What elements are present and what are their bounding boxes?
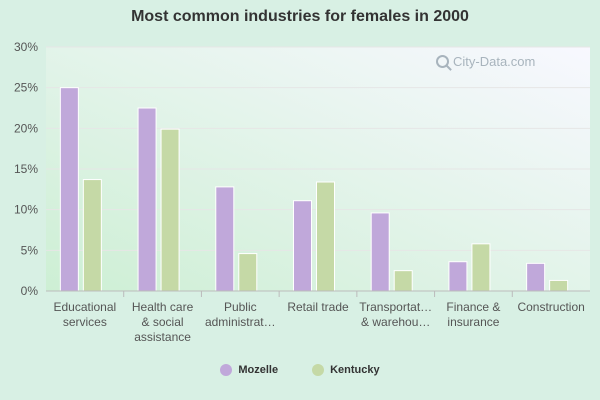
bar-kentucky-4 xyxy=(393,270,413,292)
chart-title: Most common industries for females in 20… xyxy=(131,8,469,25)
y-tick-label: 10% xyxy=(14,203,38,217)
bar-kentucky-1 xyxy=(160,128,180,292)
x-tick-label: Finance & insurance xyxy=(446,300,500,329)
x-tick-label: Educational services xyxy=(53,300,116,329)
legend-item-mozelle: Mozelle xyxy=(220,364,278,376)
bar-kentucky-3 xyxy=(316,181,335,292)
x-tick-label: Transportat… & warehou… xyxy=(359,300,432,329)
bar-mozelle-4 xyxy=(370,212,390,292)
bar-mozelle-0 xyxy=(59,87,79,292)
bar-mozelle-5 xyxy=(448,261,468,292)
y-tick-label: 30% xyxy=(14,40,38,54)
bar-mozelle-3 xyxy=(293,200,312,292)
bar-kentucky-5 xyxy=(471,243,491,292)
bar-kentucky-6 xyxy=(549,279,569,292)
bar-kentucky-0 xyxy=(82,179,102,292)
legend-dot-kentucky xyxy=(312,364,325,376)
y-tick-label: 20% xyxy=(14,121,38,135)
bar-mozelle-2 xyxy=(215,186,235,292)
watermark-text: City-Data.com xyxy=(453,54,536,69)
watermark: City-Data.com xyxy=(436,54,535,69)
legend: Mozelle Kentucky xyxy=(0,364,600,376)
y-tick-label: 15% xyxy=(14,162,38,176)
legend-dot-mozelle xyxy=(220,364,233,376)
bar-kentucky-2 xyxy=(238,253,258,292)
bar-mozelle-6 xyxy=(526,262,546,292)
y-tick-label: 25% xyxy=(14,81,38,95)
bar-mozelle-1 xyxy=(137,107,157,292)
legend-label-mozelle: Mozelle xyxy=(238,364,279,376)
y-tick-label: 5% xyxy=(21,243,39,257)
x-tick-label: Public administrat… xyxy=(205,300,276,329)
legend-item-kentucky: Kentucky xyxy=(312,364,380,376)
magnifier-icon xyxy=(436,55,449,68)
y-tick-label: 0% xyxy=(21,284,39,298)
x-tick-label: Construction xyxy=(517,300,584,314)
x-tick-label: Health care & social assistance xyxy=(132,300,194,344)
x-tick-label: Retail trade xyxy=(287,300,349,314)
legend-label-kentucky: Kentucky xyxy=(330,364,380,376)
